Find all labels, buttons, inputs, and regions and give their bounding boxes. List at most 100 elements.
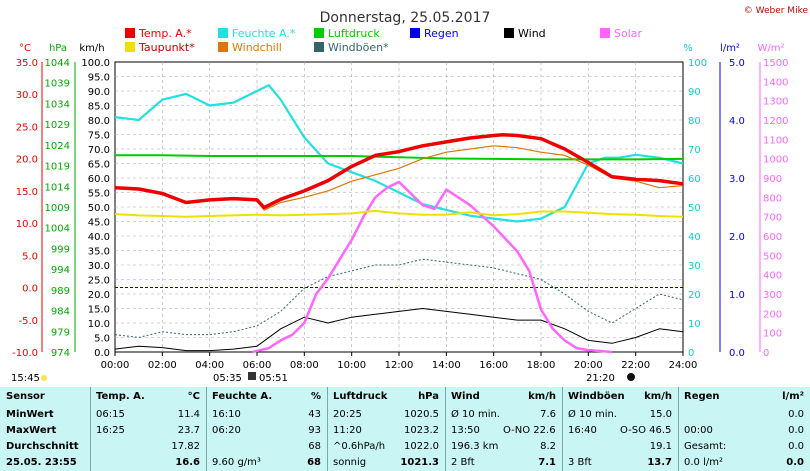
series-taupunkt (114, 209, 684, 218)
summary-cell: 19.1 (649, 441, 672, 452)
unit-label-pressure: hPa (49, 43, 67, 54)
summary-cell: Temp. A. (96, 391, 145, 402)
summary-row: 16:10 43 (212, 407, 321, 422)
summary-row: 25.05. 23:55 (6, 455, 84, 470)
summary-separator (562, 387, 563, 471)
summary-cell: 1023.2 (404, 425, 439, 436)
tick-temp: 10.0 (16, 219, 38, 230)
tick-wind: 25.0 (88, 276, 110, 287)
summary-cell: 20:25 (333, 409, 362, 420)
tick-rain: 1.0 (729, 290, 745, 301)
sunrise-icon (248, 372, 256, 380)
legend-label-temp: Temp. A.* (138, 27, 192, 40)
tick-temp: -10.0 (12, 348, 38, 359)
unit-label-temp: °C (19, 43, 31, 54)
series-temp-a (114, 133, 684, 210)
tick-wind: 90.0 (88, 87, 110, 98)
tick-solar: 1200 (763, 116, 788, 127)
series-solar (252, 180, 613, 354)
moonrise-label: 15:45 (11, 373, 40, 384)
tick-temp: 15.0 (16, 187, 38, 198)
series-luftdruck (115, 154, 684, 161)
summary-cell: ^0.6hPa/h (333, 441, 386, 452)
tick-pressure: 1009 (45, 203, 70, 214)
sunset-moon-icon (627, 373, 635, 381)
summary-cell: 00:00 (684, 425, 713, 436)
tick-solar: 800 (763, 193, 782, 204)
tick-pressure: 1029 (45, 120, 70, 131)
summary-cell: 68 (307, 457, 321, 468)
summary-row: 0.0 (684, 407, 804, 422)
tick-pressure: 994 (51, 265, 70, 276)
sun-moon-markers: 15:45 05:35 05:51 21:20 (11, 372, 635, 384)
tick-solar: 1100 (763, 135, 788, 146)
legend-label-pressure: Luftdruck (328, 27, 380, 40)
tick-solar: 500 (763, 251, 782, 262)
tick-humidity: 10 (688, 319, 701, 330)
summary-column: Windböen km/h Ø 10 min. 15.0 16:40 O-SO 46.5 1… (568, 387, 672, 471)
sunset-label: 21:20 (586, 373, 615, 384)
summary-header: Wind km/h (451, 389, 556, 404)
tick-humidity: 50 (688, 203, 701, 214)
summary-cell: 68 (308, 441, 321, 452)
legend-swatch-gust (314, 42, 324, 52)
tick-wind: 55.0 (88, 189, 110, 200)
tick-solar: 400 (763, 271, 782, 282)
summary-cell: 196.3 km (451, 441, 499, 452)
summary-row: MinWert (6, 407, 84, 422)
summary-cell: 13.7 (647, 457, 672, 468)
summary-cell: 1022.0 (404, 441, 439, 452)
tick-humidity: 30 (688, 261, 701, 272)
tick-solar: 100 (763, 329, 782, 340)
summary-cell: 16:40 (568, 425, 597, 436)
legend-swatch-temp (125, 28, 135, 38)
summary-cell: Sensor (6, 391, 45, 402)
tick-solar: 1500 (763, 58, 788, 69)
legend-label-wind: Wind (518, 27, 546, 40)
summary-row: 13:50 O-NO 22.6 (451, 423, 556, 438)
summary-cell: Luftdruck (333, 391, 388, 402)
summary-cell: 8.2 (540, 441, 556, 452)
summary-row: 9.60 g/m³ 68 (212, 455, 321, 470)
summary-cell: hPa (418, 391, 439, 402)
summary-row: ^0.6hPa/h 1022.0 (333, 439, 439, 454)
tick-wind: 35.0 (88, 247, 110, 258)
tick-wind: 85.0 (88, 102, 110, 113)
tick-pressure: 1024 (45, 141, 70, 152)
tick-temp: 30.0 (16, 90, 38, 101)
legend-swatch-wind (504, 28, 514, 38)
tick-temp: 5.0 (22, 251, 38, 262)
summary-header: Windböen km/h (568, 389, 672, 404)
x-tick-label: 02:00 (148, 360, 177, 371)
tick-pressure: 1044 (45, 58, 70, 69)
summary-header: Regen l/m² (684, 389, 804, 404)
summary-cell: MaxWert (6, 425, 57, 436)
summary-column: Regen l/m² 0.0 00:00 0.0 Gesamt: 0.0 0.0 l/m² 0.… (684, 387, 804, 471)
summary-header: Sensor (6, 389, 84, 404)
sunrise-label: 05:35 (213, 373, 242, 384)
legend-label-gust: Windböen* (328, 41, 389, 54)
tick-solar: 600 (763, 232, 782, 243)
legend-swatch-pressure (314, 28, 324, 38)
tick-pressure: 1004 (45, 224, 70, 235)
summary-cell: Regen (684, 391, 720, 402)
summary-separator (678, 387, 679, 471)
summary-row: 0.0 l/m² 0.0 (684, 455, 804, 470)
tick-wind: 10.0 (88, 319, 110, 330)
summary-cell: km/h (644, 391, 672, 402)
summary-header: Temp. A. °C (96, 389, 200, 404)
summary-row: Gesamt: 0.0 (684, 439, 804, 454)
summary-cell: 15.0 (649, 409, 672, 420)
tick-wind: 5.0 (94, 334, 110, 345)
legend-label-solar: Solar (614, 27, 643, 40)
summary-column: Luftdruck hPa 20:25 1020.5 11:20 1023.2 ^0.6hP… (333, 387, 439, 471)
legend-swatch-humidity (218, 28, 228, 38)
summary-cell: Wind (451, 391, 480, 402)
tick-pressure: 1039 (45, 79, 70, 90)
x-tick-label: 24:00 (669, 360, 698, 371)
tick-pressure: 974 (51, 348, 70, 359)
legend-label-rain: Regen (424, 27, 459, 40)
summary-row: sonnig 1021.3 (333, 455, 439, 470)
summary-cell: 17.82 (171, 441, 200, 452)
summary-cell: Windböen (568, 391, 625, 402)
